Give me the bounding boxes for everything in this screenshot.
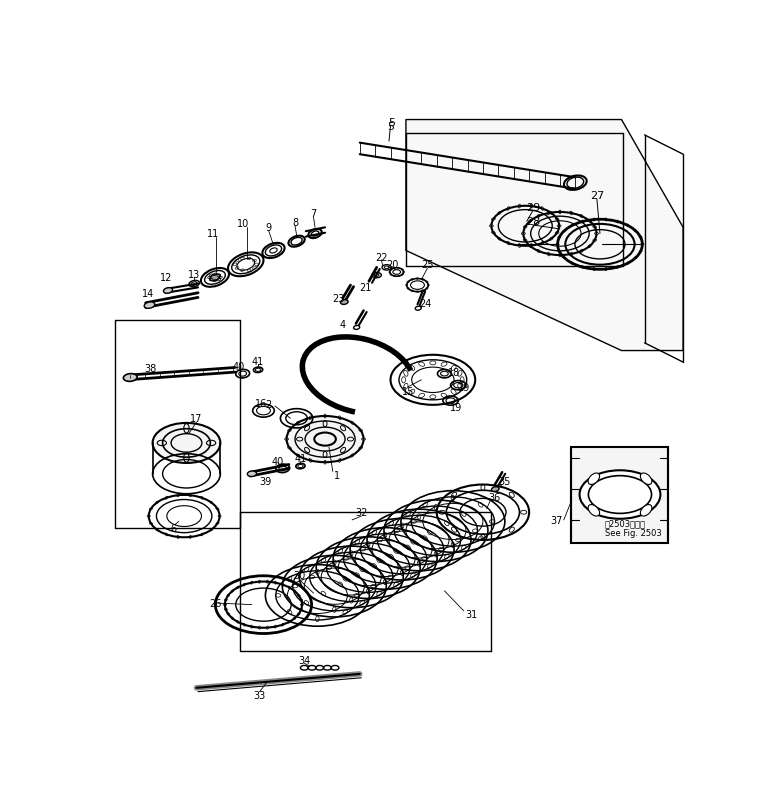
Text: 30: 30 [293,571,306,581]
Text: 1: 1 [333,470,339,481]
Text: 16: 16 [255,398,267,409]
Text: 21: 21 [359,283,372,293]
Ellipse shape [144,303,155,309]
Text: 14: 14 [142,289,154,298]
Ellipse shape [340,300,348,305]
Text: 第2503図参照: 第2503図参照 [604,519,646,528]
Ellipse shape [580,470,660,519]
Text: 5: 5 [389,118,396,127]
Text: 7: 7 [310,209,316,219]
Text: 10: 10 [237,219,249,230]
Ellipse shape [641,474,652,485]
Ellipse shape [153,423,220,463]
Text: 40: 40 [233,362,245,371]
Ellipse shape [164,289,173,294]
Text: 6: 6 [170,523,177,533]
Ellipse shape [492,487,499,492]
Ellipse shape [286,417,363,462]
Text: 11: 11 [207,230,220,239]
Text: 15: 15 [402,386,415,396]
Text: 41: 41 [294,454,306,464]
Text: 36: 36 [488,492,501,502]
Text: 37: 37 [550,515,562,526]
Text: 5: 5 [387,122,394,131]
Text: 34: 34 [298,655,310,665]
Text: 24: 24 [419,298,432,308]
Text: 25: 25 [421,260,434,270]
Text: 27: 27 [590,191,604,201]
Text: 4: 4 [339,320,346,329]
Ellipse shape [641,505,652,517]
Text: 35: 35 [498,477,511,487]
Text: 22: 22 [375,252,388,262]
Text: 19: 19 [450,402,462,412]
Text: See Fig. 2503: See Fig. 2503 [604,528,661,537]
Text: 28: 28 [526,217,540,227]
Text: 41: 41 [252,357,264,367]
Text: 40: 40 [272,456,284,466]
Ellipse shape [247,471,257,477]
Text: 23: 23 [332,294,344,304]
Text: 19: 19 [458,383,470,393]
Text: 12: 12 [160,273,172,283]
Text: 38: 38 [144,364,157,374]
Polygon shape [571,447,667,543]
Polygon shape [406,120,683,351]
Text: 18: 18 [448,367,460,378]
Text: 29: 29 [526,202,540,212]
Text: 13: 13 [188,269,200,279]
Text: 33: 33 [253,691,266,701]
Text: 8: 8 [292,217,298,228]
Ellipse shape [588,474,600,485]
Ellipse shape [588,505,600,517]
Text: 2: 2 [266,400,272,410]
Text: 39: 39 [260,477,272,487]
Text: 20: 20 [386,260,399,270]
Ellipse shape [210,275,220,281]
Ellipse shape [124,374,137,382]
Text: 17: 17 [190,414,203,424]
Text: 31: 31 [465,609,478,619]
Text: 32: 32 [355,508,367,517]
Text: 9: 9 [266,223,272,233]
Text: 26: 26 [209,599,221,608]
